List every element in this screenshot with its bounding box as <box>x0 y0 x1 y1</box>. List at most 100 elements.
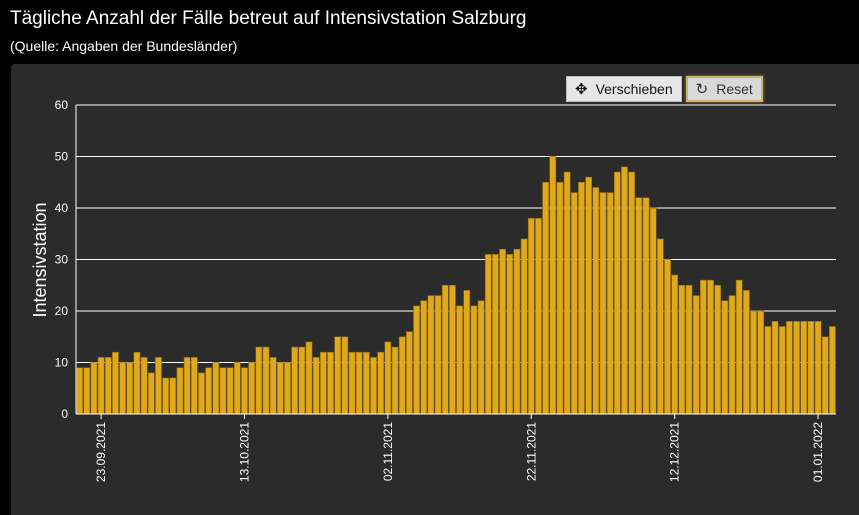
bar[interactable] <box>721 300 729 415</box>
bar[interactable] <box>183 357 191 415</box>
bar[interactable] <box>692 295 700 415</box>
bar[interactable] <box>621 166 628 415</box>
bar[interactable] <box>262 346 270 415</box>
bar[interactable] <box>578 181 585 415</box>
bar[interactable] <box>226 367 234 415</box>
bar[interactable] <box>298 346 306 415</box>
bar[interactable] <box>384 341 392 415</box>
bar[interactable] <box>520 238 528 415</box>
bar[interactable] <box>513 248 521 415</box>
bar[interactable] <box>656 238 664 415</box>
bar[interactable] <box>750 310 757 415</box>
bar[interactable] <box>649 207 657 415</box>
bar[interactable] <box>793 320 800 415</box>
bar[interactable] <box>542 181 550 415</box>
bar[interactable] <box>549 156 557 415</box>
bar[interactable] <box>126 362 134 415</box>
bar[interactable] <box>319 351 327 415</box>
bar[interactable] <box>104 357 112 415</box>
bar[interactable] <box>147 372 155 415</box>
bar[interactable] <box>535 218 542 415</box>
pan-button[interactable]: ✥ Verschieben <box>566 76 682 102</box>
bar[interactable] <box>728 295 736 415</box>
bar[interactable] <box>219 367 227 415</box>
bar[interactable] <box>355 351 363 415</box>
bar[interactable] <box>814 320 822 415</box>
bar[interactable] <box>821 336 829 415</box>
bar[interactable] <box>255 346 263 415</box>
bar[interactable] <box>499 248 506 415</box>
bar[interactable] <box>362 351 370 415</box>
bar[interactable] <box>685 284 693 415</box>
bar[interactable] <box>678 284 686 415</box>
bar[interactable] <box>327 351 334 415</box>
bar[interactable] <box>169 377 177 415</box>
bar[interactable] <box>119 362 126 415</box>
bar[interactable] <box>212 362 220 415</box>
bar[interactable] <box>140 357 148 415</box>
bar[interactable] <box>133 351 141 415</box>
bar[interactable] <box>341 336 349 415</box>
bar[interactable] <box>786 320 793 415</box>
bar[interactable] <box>757 310 765 415</box>
bar[interactable] <box>334 336 342 415</box>
bar[interactable] <box>269 357 277 415</box>
bar[interactable] <box>742 290 750 415</box>
bar[interactable] <box>764 326 772 415</box>
bar[interactable] <box>585 176 593 415</box>
bar[interactable] <box>284 362 291 415</box>
bar[interactable] <box>83 367 91 415</box>
bar[interactable] <box>427 295 435 415</box>
bar[interactable] <box>671 274 679 415</box>
bar[interactable] <box>348 351 356 415</box>
bar[interactable] <box>642 197 650 415</box>
bar[interactable] <box>829 326 836 415</box>
bar[interactable] <box>190 357 198 415</box>
bar[interactable] <box>556 181 564 415</box>
bar[interactable] <box>628 171 636 415</box>
bar[interactable] <box>492 254 499 415</box>
bar[interactable] <box>241 367 248 415</box>
bar[interactable] <box>276 362 284 415</box>
bar[interactable] <box>778 326 786 415</box>
bar[interactable] <box>570 192 578 415</box>
bar[interactable] <box>635 197 643 415</box>
bar[interactable] <box>463 290 471 415</box>
bar[interactable] <box>391 346 399 415</box>
bar[interactable] <box>434 295 442 415</box>
bar[interactable] <box>420 300 428 415</box>
bar[interactable] <box>312 357 320 415</box>
bar[interactable] <box>377 351 385 415</box>
bar[interactable] <box>398 336 406 415</box>
bar[interactable] <box>233 362 241 415</box>
bar[interactable] <box>205 367 213 415</box>
bar[interactable] <box>413 305 420 415</box>
bar[interactable] <box>599 192 607 415</box>
bar[interactable] <box>449 284 456 415</box>
bar[interactable] <box>90 362 98 415</box>
bar[interactable] <box>613 171 621 415</box>
reset-button[interactable]: ↻ Reset <box>685 76 763 102</box>
bar[interactable] <box>699 279 707 415</box>
bar[interactable] <box>800 320 808 415</box>
bar[interactable] <box>592 187 600 415</box>
bar[interactable] <box>506 254 514 415</box>
bar[interactable] <box>707 279 714 415</box>
bar[interactable] <box>563 171 571 415</box>
bar[interactable] <box>406 331 413 415</box>
bar[interactable] <box>606 192 614 415</box>
bar[interactable] <box>664 259 671 415</box>
bar[interactable] <box>735 279 743 415</box>
bar[interactable] <box>97 357 105 415</box>
bar[interactable] <box>162 377 170 415</box>
bar[interactable] <box>714 284 722 415</box>
bar[interactable] <box>305 341 313 415</box>
bar[interactable] <box>477 300 485 415</box>
bar[interactable] <box>470 305 478 415</box>
bar[interactable] <box>807 320 815 415</box>
bar[interactable] <box>456 305 463 415</box>
bar[interactable] <box>771 320 779 415</box>
bar[interactable] <box>248 362 256 415</box>
bar[interactable] <box>441 284 449 415</box>
